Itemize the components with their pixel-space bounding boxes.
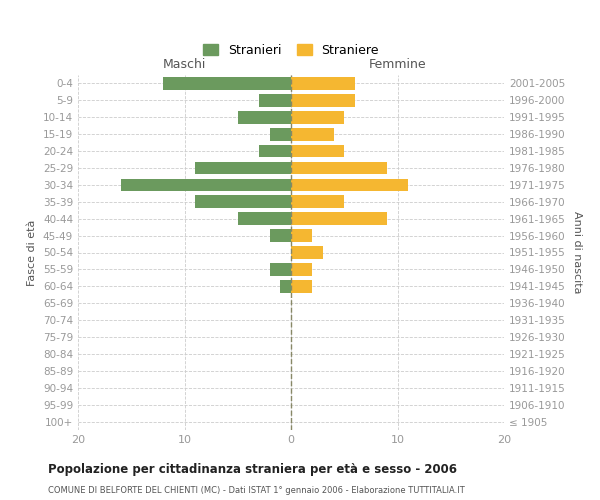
Bar [121,178,291,191]
Bar [291,280,313,292]
Bar [291,263,313,276]
Bar [270,230,291,242]
Bar [291,246,323,259]
Bar [259,144,291,158]
Y-axis label: Anni di nascita: Anni di nascita [572,211,582,294]
Bar [259,94,291,106]
Bar [291,144,344,158]
Y-axis label: Fasce di età: Fasce di età [28,220,37,286]
Text: COMUNE DI BELFORTE DEL CHIENTI (MC) - Dati ISTAT 1° gennaio 2006 - Elaborazione : COMUNE DI BELFORTE DEL CHIENTI (MC) - Da… [48,486,465,495]
Bar [291,94,355,106]
Bar [238,111,291,124]
Bar [163,77,291,90]
Bar [291,162,387,174]
Bar [280,280,291,292]
Bar [270,263,291,276]
Bar [291,111,344,124]
Text: Femmine: Femmine [368,58,427,71]
Bar [195,196,291,208]
Legend: Stranieri, Straniere: Stranieri, Straniere [198,38,384,62]
Bar [291,178,408,191]
Bar [195,162,291,174]
Text: Maschi: Maschi [163,58,206,71]
Bar [291,77,355,90]
Text: Popolazione per cittadinanza straniera per età e sesso - 2006: Popolazione per cittadinanza straniera p… [48,462,457,475]
Bar [238,212,291,225]
Bar [291,212,387,225]
Bar [291,196,344,208]
Bar [291,128,334,140]
Bar [291,230,313,242]
Bar [270,128,291,140]
